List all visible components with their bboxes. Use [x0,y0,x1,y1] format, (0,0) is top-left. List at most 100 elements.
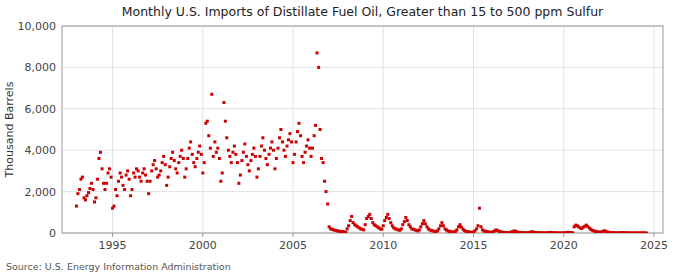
axes: 02,0004,0006,0008,00010,0001995200020052… [18,20,668,252]
point [84,198,87,201]
point [102,182,105,185]
point [171,151,174,154]
grid-line-x [293,26,294,233]
point [306,138,309,141]
point [478,207,481,210]
point [234,153,237,156]
y-tick-label: 10,000 [18,20,57,33]
point [248,169,251,172]
grid-line-x [202,26,203,233]
point [313,134,316,137]
point [424,222,427,225]
point [132,171,135,174]
point [99,151,102,154]
point [131,188,134,191]
point [364,223,367,226]
point [297,122,300,125]
point [219,180,222,183]
point [126,169,129,172]
point [422,219,425,222]
point [421,222,424,225]
point [261,136,264,139]
point [195,157,198,160]
point [273,167,276,170]
point [213,140,216,143]
point [140,180,143,183]
point [440,221,443,224]
grid [62,26,663,233]
point [170,157,173,160]
point [88,187,91,190]
point [180,149,183,152]
point [299,134,302,137]
point [107,171,110,174]
point [105,182,108,185]
x-tick-label: 2010 [369,239,397,252]
point [225,136,228,139]
point [277,147,280,150]
point [185,167,188,170]
point [400,227,403,230]
point [158,174,161,177]
point [383,219,386,222]
point [388,217,391,220]
grid-line-x [653,26,654,233]
point [93,200,96,203]
point [301,155,304,158]
point [141,171,144,174]
point [134,176,137,179]
point [403,220,406,223]
point [296,130,299,133]
point [103,188,106,191]
point [182,157,185,160]
point [183,176,186,179]
point [231,151,234,154]
point [347,224,350,227]
point [304,151,307,154]
point [254,155,257,158]
x-tick [383,233,384,237]
x-tick [112,233,113,237]
point [475,227,478,230]
point [293,153,296,156]
grid-line-y [62,67,663,68]
x-tick-label: 1995 [99,239,127,252]
point [290,140,293,143]
point [150,169,153,172]
point [302,161,305,164]
point [76,192,79,195]
point [323,180,326,183]
point [455,228,458,231]
point [442,224,445,227]
point [114,188,117,191]
x-tick-label: 2015 [459,239,487,252]
grid-line-x [112,26,113,233]
point [269,147,272,150]
point [279,128,282,131]
point [292,161,295,164]
point [326,203,329,206]
grid-line-y [62,191,663,192]
grid-line-x [473,26,474,233]
point [198,145,201,148]
point [380,228,383,231]
point [249,159,252,162]
point [245,155,248,158]
point [236,161,239,164]
point [243,142,246,145]
point [120,176,123,179]
point [252,147,255,150]
point [216,147,219,150]
point [278,136,281,139]
point [75,205,78,208]
point [480,225,483,228]
point [173,159,176,162]
point [188,147,191,150]
point [317,66,320,69]
x-tick [473,233,474,237]
point [116,194,119,197]
point [320,157,323,160]
point [286,145,289,148]
title: Monthly U.S. Imports of Distillate Fuel … [122,4,604,19]
point [143,167,146,170]
